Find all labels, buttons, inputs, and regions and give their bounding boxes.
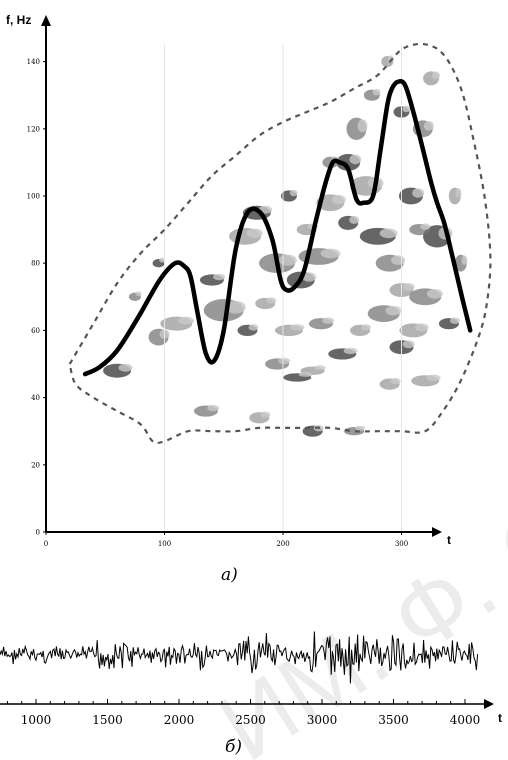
spectrogram-blob	[135, 291, 142, 297]
axes-b	[0, 699, 494, 709]
spectrogram-blob	[213, 273, 226, 281]
y-tick-label: 20	[31, 461, 40, 469]
spectrogram-blob	[248, 324, 259, 331]
spectrogram-blob	[266, 297, 277, 304]
spectrogram-blob	[278, 254, 297, 266]
spectrogram-blob	[260, 411, 271, 418]
spectrogram-chart: 0 20 40 60 80 100 120 140 0 100 200 300 f, Hz t а)	[6, 13, 492, 585]
spectrogram-blob	[414, 323, 429, 332]
axes	[41, 15, 442, 537]
spectrogram-blob	[391, 255, 406, 265]
spectrogram-background	[103, 55, 468, 437]
x-axis-label: t	[447, 533, 451, 547]
spectrogram-blob	[423, 121, 434, 131]
spectrogram-blob	[402, 105, 411, 113]
spectrogram-blob	[455, 188, 462, 198]
y-tick-label: 120	[27, 125, 40, 133]
spectrogram-blob	[313, 365, 326, 371]
spectrogram-blob	[412, 188, 425, 198]
spectrogram-blob	[207, 404, 220, 412]
spectrogram-blob	[118, 363, 133, 372]
y-axis-label: f, Hz	[6, 13, 31, 27]
x-tick-label: 200	[276, 540, 289, 548]
tick-labels: 0 20 40 60 80 100 120 140 0 100 200 300	[27, 58, 409, 548]
x-tick-label-b: 2000	[164, 713, 195, 727]
envelope-dashed-line	[68, 42, 492, 445]
spectrogram-blob	[225, 300, 246, 314]
spectrogram-blob	[385, 305, 402, 316]
spectrogram-blob	[420, 223, 431, 230]
x-axis-arrow-b	[484, 699, 494, 709]
x-tick-label: 100	[158, 540, 171, 548]
spectrogram-blob	[322, 317, 335, 324]
spectrogram-blob	[357, 119, 368, 133]
spectrogram-blob	[302, 272, 317, 282]
y-tick-label: 100	[27, 193, 40, 201]
spectrogram-blob	[349, 154, 362, 165]
spectrogram-blob	[402, 283, 415, 292]
y-tick-label: 80	[31, 260, 40, 268]
spectrogram-blob	[278, 357, 291, 365]
waveform	[0, 631, 479, 684]
series	[68, 42, 492, 445]
waveform-line	[0, 631, 479, 684]
spectrogram-blob	[159, 257, 166, 263]
spectrogram-blob	[449, 317, 460, 324]
spectrogram-blob	[320, 248, 341, 259]
spectrogram-blob	[390, 377, 401, 385]
spectrogram-blob	[331, 194, 346, 205]
spectrogram-blob	[361, 324, 372, 331]
x-tick-label-b: 4000	[450, 713, 481, 727]
waveform-chart: 1000 1500 2000 2500 3000 3500 4000 t б)	[0, 631, 502, 757]
x-tick-label: 300	[395, 540, 408, 548]
spectrogram-blob	[177, 316, 194, 325]
spectrogram-blob	[349, 215, 360, 224]
y-axis-arrow	[41, 15, 51, 26]
pitch-contour-line	[82, 79, 473, 377]
spectrogram-blob	[431, 71, 440, 80]
x-tick-label-b: 1500	[92, 713, 123, 727]
spectrogram-blob	[372, 89, 381, 96]
spectrogram-blob	[355, 425, 366, 431]
x-tick-label-b: 3000	[307, 713, 338, 727]
spectrogram-blob	[289, 189, 298, 197]
spectrogram-blob	[379, 228, 398, 239]
spectrogram-blob	[290, 324, 305, 331]
spectrogram-blob	[426, 289, 443, 299]
tick-labels-b: 1000 1500 2000 2500 3000 3500 4000	[6, 699, 481, 727]
y-tick-label: 40	[31, 394, 40, 402]
x-tick-label-b: 1000	[21, 713, 52, 727]
y-tick-label: 140	[27, 58, 40, 66]
y-tick-label: 60	[31, 327, 40, 335]
x-tick-label: 0	[44, 540, 48, 548]
spectrogram-blob	[298, 372, 313, 377]
spectrogram-blob	[402, 340, 415, 349]
x-tick-label-b: 2500	[235, 713, 266, 727]
caption-b: б)	[225, 737, 242, 757]
x-axis-label-b: t	[498, 711, 502, 725]
spectrogram-blob	[246, 228, 263, 239]
x-tick-label-b: 3500	[378, 713, 409, 727]
y-tick-label: 0	[36, 529, 40, 537]
spectrogram-blob	[426, 374, 441, 381]
spectrogram-blob	[461, 255, 468, 265]
spectrogram-blob	[343, 347, 358, 355]
caption-a: а)	[221, 565, 238, 585]
x-axis-arrow	[432, 527, 442, 537]
